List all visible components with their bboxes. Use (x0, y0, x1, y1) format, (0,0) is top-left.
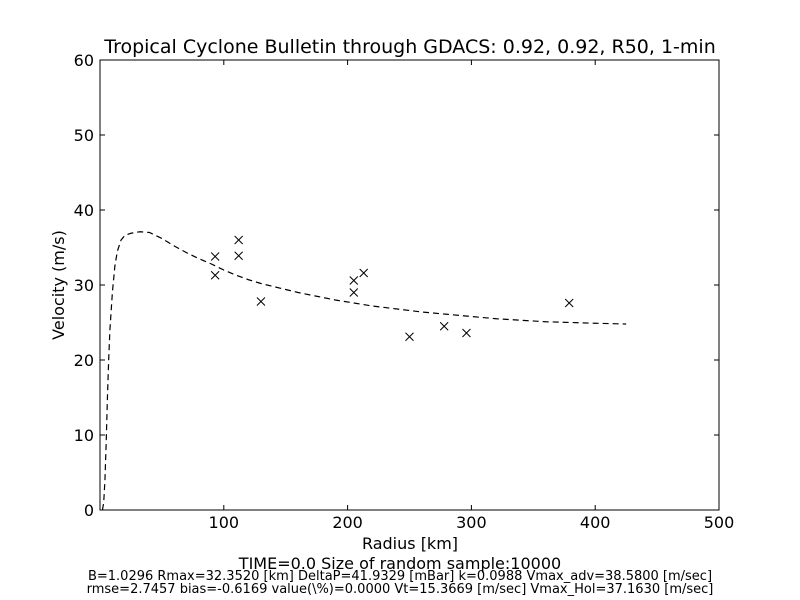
observation-point (210, 270, 220, 280)
plot-frame (99, 59, 720, 511)
observation-point (256, 297, 266, 306)
observation-point (439, 321, 449, 331)
y-tick-label: 30 (74, 276, 94, 295)
y-tick-label: 0 (84, 501, 94, 520)
y-tick-label: 60 (74, 51, 94, 70)
observation-point (359, 268, 369, 278)
chart-title: Tropical Cyclone Bulletin through GDACS:… (103, 36, 716, 58)
observation-point (349, 276, 359, 285)
observation-point (210, 252, 220, 261)
y-tick-label: 50 (74, 126, 94, 145)
model-curve-line (101, 231, 627, 511)
y-tick-label: 20 (74, 351, 94, 370)
tick-layer: 100 200 300 400 500 0 10 20 30 40 50 60 (74, 51, 735, 532)
observation-point (234, 235, 244, 245)
footer-time-line: TIME=0.0 Size of random sample:10000 (238, 554, 562, 573)
x-tick-label: 200 (332, 513, 363, 532)
x-tick-label: 500 (704, 513, 735, 532)
x-tick-label: 300 (456, 513, 487, 532)
observation-point (234, 251, 244, 261)
observation-point (349, 288, 359, 297)
y-tick-label: 10 (74, 426, 94, 445)
footer-stats-line: rmse=2.7457 bias=-0.6169 value(\%)=0.000… (86, 582, 714, 597)
y-axis-label: Velocity (m/s) (49, 230, 68, 340)
x-axis-label: Radius [km] (362, 534, 458, 553)
x-tick-label: 400 (580, 513, 611, 532)
observation-point (564, 298, 574, 308)
observation-point (405, 332, 414, 342)
footer-params-line: B=1.0296 Rmax=32.3520 [km] DeltaP=41.932… (87, 569, 713, 584)
y-tick-label: 40 (74, 201, 94, 220)
x-tick-label: 100 (209, 513, 240, 532)
observation-point (462, 328, 471, 338)
data-layer (101, 231, 627, 511)
